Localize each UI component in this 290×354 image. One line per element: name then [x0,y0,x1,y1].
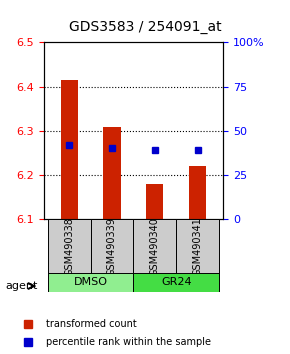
FancyBboxPatch shape [48,273,133,292]
Text: transformed count: transformed count [46,319,137,329]
Bar [146,184,163,219]
Text: GSM490338: GSM490338 [64,217,74,276]
FancyBboxPatch shape [133,219,176,274]
Text: DMSO: DMSO [74,277,108,287]
FancyBboxPatch shape [48,219,90,274]
Text: GR24: GR24 [161,277,191,287]
Bar [104,127,121,219]
Bar [61,80,78,219]
Text: percentile rank within the sample: percentile rank within the sample [46,337,211,347]
FancyBboxPatch shape [176,219,219,274]
Text: agent: agent [6,281,38,291]
FancyBboxPatch shape [133,273,219,292]
Text: GSM490340: GSM490340 [150,217,160,276]
Text: GSM490341: GSM490341 [193,217,203,276]
FancyBboxPatch shape [90,219,133,274]
Text: GSM490339: GSM490339 [107,217,117,276]
Text: GDS3583 / 254091_at: GDS3583 / 254091_at [69,19,221,34]
Bar [189,166,206,219]
